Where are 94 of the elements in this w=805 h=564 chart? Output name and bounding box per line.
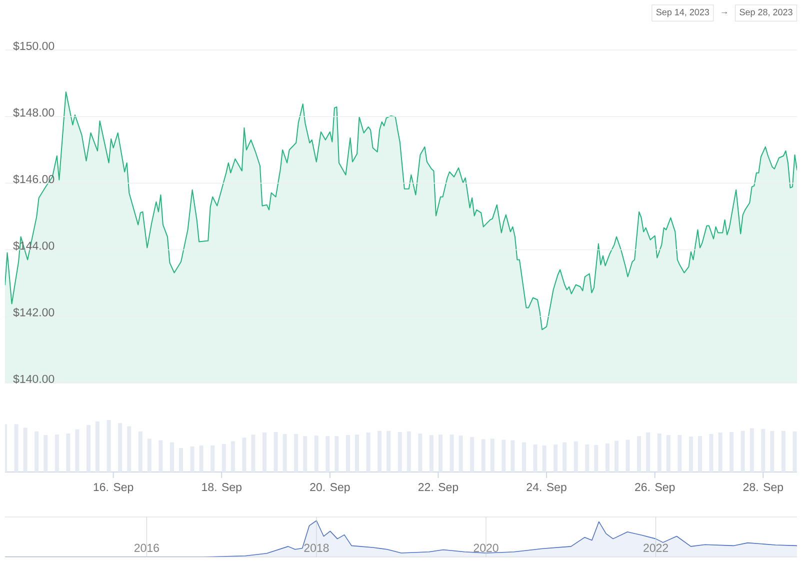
bar [709,434,714,472]
bar [646,432,650,472]
bar [147,438,152,472]
bar [199,445,204,472]
bar [210,445,215,472]
bar [458,436,463,472]
x-tick-label: 24. Sep [526,483,566,494]
x-tick-label: 20. Sep [310,483,350,494]
bar [605,443,610,472]
bar [14,424,18,472]
x-tick-label: 28. Sep [743,483,784,494]
bar [585,444,590,472]
bar [386,430,391,472]
bar [378,430,382,472]
bar [44,435,48,472]
bar [314,436,318,472]
bar [698,436,702,472]
bar [750,428,754,472]
bar [678,435,682,472]
bar [542,445,546,472]
bar [242,438,246,472]
bar [438,434,442,472]
bar [666,435,670,472]
text: Sep 14, 2023 [656,8,710,18]
bar [158,440,163,472]
bar [118,423,122,472]
bar [522,442,526,472]
bar [75,429,80,472]
bar [66,434,70,472]
bar [106,420,111,472]
bar [626,440,630,472]
text: → [722,12,728,14]
bar [262,432,266,472]
bar [23,428,28,472]
bar [398,432,402,472]
bar [86,425,90,472]
bar [54,434,59,472]
y-tick-label: $142.00 [13,308,54,318]
bar [34,431,39,472]
bar [792,431,797,472]
x-tick-label: 2022 [644,544,668,552]
bar [761,428,766,472]
bar [170,442,174,472]
bar [688,436,693,472]
x-tick-label: 2020 [474,544,498,552]
bar [138,431,142,472]
y-tick-label: $148.00 [13,108,54,118]
bar [366,432,370,472]
bar [230,441,235,472]
bar [326,436,330,472]
bar [429,435,434,472]
bar [282,434,287,472]
bar [251,434,256,472]
bar [510,440,515,472]
y-tick-label: $140.00 [13,374,54,384]
bar [450,434,454,472]
bar [127,426,132,472]
bar [740,430,745,472]
bar [481,439,486,472]
bar [222,444,226,472]
bar [190,446,194,472]
bar [334,436,339,472]
bar [303,436,308,472]
x-tick-label: 2018 [304,544,329,552]
x-tick-label: 22. Sep [418,483,458,494]
text: Sep 28, 2023 [740,8,792,18]
bar [574,441,578,472]
bar [718,432,722,472]
bar [554,444,558,472]
x-tick-label: 2016 [134,544,159,552]
bar [594,444,598,472]
x-tick-label: 16. Sep [94,483,134,494]
bar [562,442,567,472]
bar [614,440,618,472]
bar [502,440,506,472]
bar [637,436,642,472]
bar [96,422,100,472]
bar [294,434,298,472]
bar [346,435,350,472]
x-tick-label: 18. Sep [202,483,242,494]
y-tick-label: $150.00 [13,41,54,51]
bar [179,448,184,472]
bar [406,431,411,472]
bar [355,434,360,472]
bar [418,434,422,472]
bar [533,444,538,472]
bar [274,432,278,472]
bar [781,430,786,472]
bar [490,438,494,472]
bar [770,430,774,472]
bar [470,437,474,472]
x-tick-label: 26. Sep [635,483,675,494]
bar [657,434,662,472]
bar [730,432,734,472]
